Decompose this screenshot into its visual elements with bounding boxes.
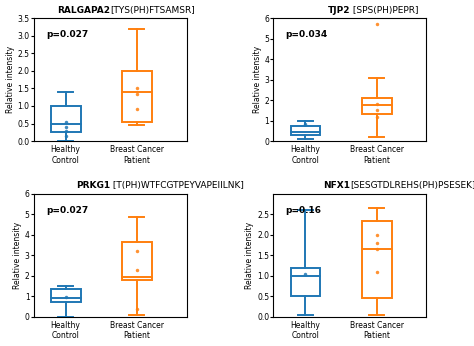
Text: TJP2: TJP2 [328,6,350,15]
Text: RALGAPA2: RALGAPA2 [57,6,110,15]
Text: p=0.027: p=0.027 [46,30,88,39]
Text: [SPS(PH)PEPR]: [SPS(PH)PEPR] [350,6,419,15]
Bar [291,126,320,135]
Y-axis label: Relative intensity: Relative intensity [246,222,255,289]
Bar [51,106,81,132]
Text: [T(PH)WTFCGTPEYVAPEIILNK]: [T(PH)WTFCGTPEYVAPEIILNK] [110,181,244,190]
Bar [122,242,152,280]
Text: PRKG1: PRKG1 [76,181,110,190]
Text: p=0.027: p=0.027 [46,206,88,215]
Bar [51,289,81,301]
Text: [TYS(PH)FTSAMSR]: [TYS(PH)FTSAMSR] [110,6,195,15]
Y-axis label: Relative intensity: Relative intensity [13,222,22,289]
Bar [291,268,320,297]
Text: NFX1: NFX1 [323,181,350,190]
Y-axis label: Relative intensity: Relative intensity [6,46,15,113]
Text: p=0.034: p=0.034 [286,30,328,39]
Bar [362,221,392,299]
Y-axis label: Relative intensity: Relative intensity [253,46,262,113]
Bar [122,71,152,122]
Text: [SESGTDLREHS(PH)PSESEK]: [SESGTDLREHS(PH)PSESEK] [350,181,474,190]
Bar [362,98,392,115]
Text: p=0.16: p=0.16 [286,206,322,215]
